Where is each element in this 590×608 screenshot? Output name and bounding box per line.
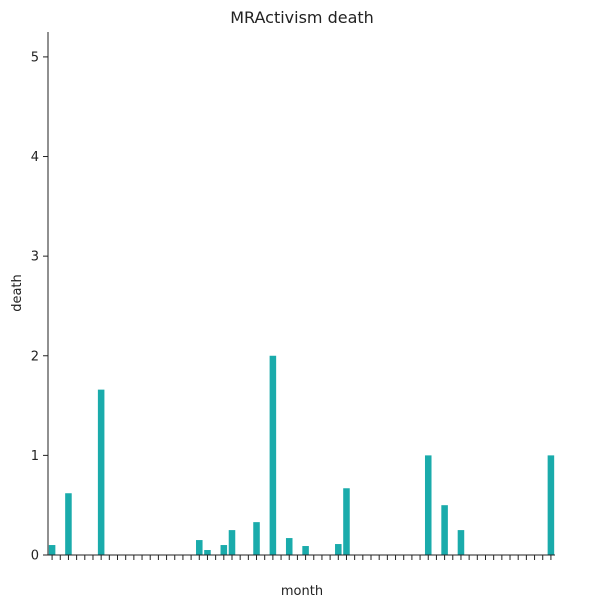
y-tick-label: 2: [31, 349, 39, 364]
y-axis-ticks: 0 1 2 3 4 5: [31, 50, 48, 564]
y-axis-title: death: [10, 274, 25, 312]
x-axis-ticks: [51, 555, 552, 560]
bar: [196, 540, 203, 555]
bar: [269, 355, 277, 555]
y-tick-label: 1: [31, 449, 39, 464]
bar: [65, 493, 72, 555]
bar: [441, 505, 448, 555]
bar: [285, 538, 293, 555]
y-tick-label: 0: [31, 549, 39, 564]
bar: [335, 544, 342, 555]
bar: [220, 545, 228, 555]
chart-title: MRActivism death: [230, 8, 374, 27]
x-axis-title: month: [281, 584, 323, 599]
bar: [424, 455, 432, 555]
bars-group: [48, 355, 555, 555]
bar: [204, 550, 211, 555]
bar: [97, 389, 105, 555]
bar: [343, 488, 350, 555]
bar: [228, 530, 236, 555]
bar: [457, 530, 465, 555]
y-tick-label: 4: [31, 150, 39, 165]
bar: [547, 455, 555, 555]
bar: [48, 545, 56, 555]
y-tick-label: 3: [31, 250, 39, 265]
bar: [302, 546, 309, 555]
bar: [253, 522, 260, 555]
y-tick-label: 5: [31, 50, 39, 65]
